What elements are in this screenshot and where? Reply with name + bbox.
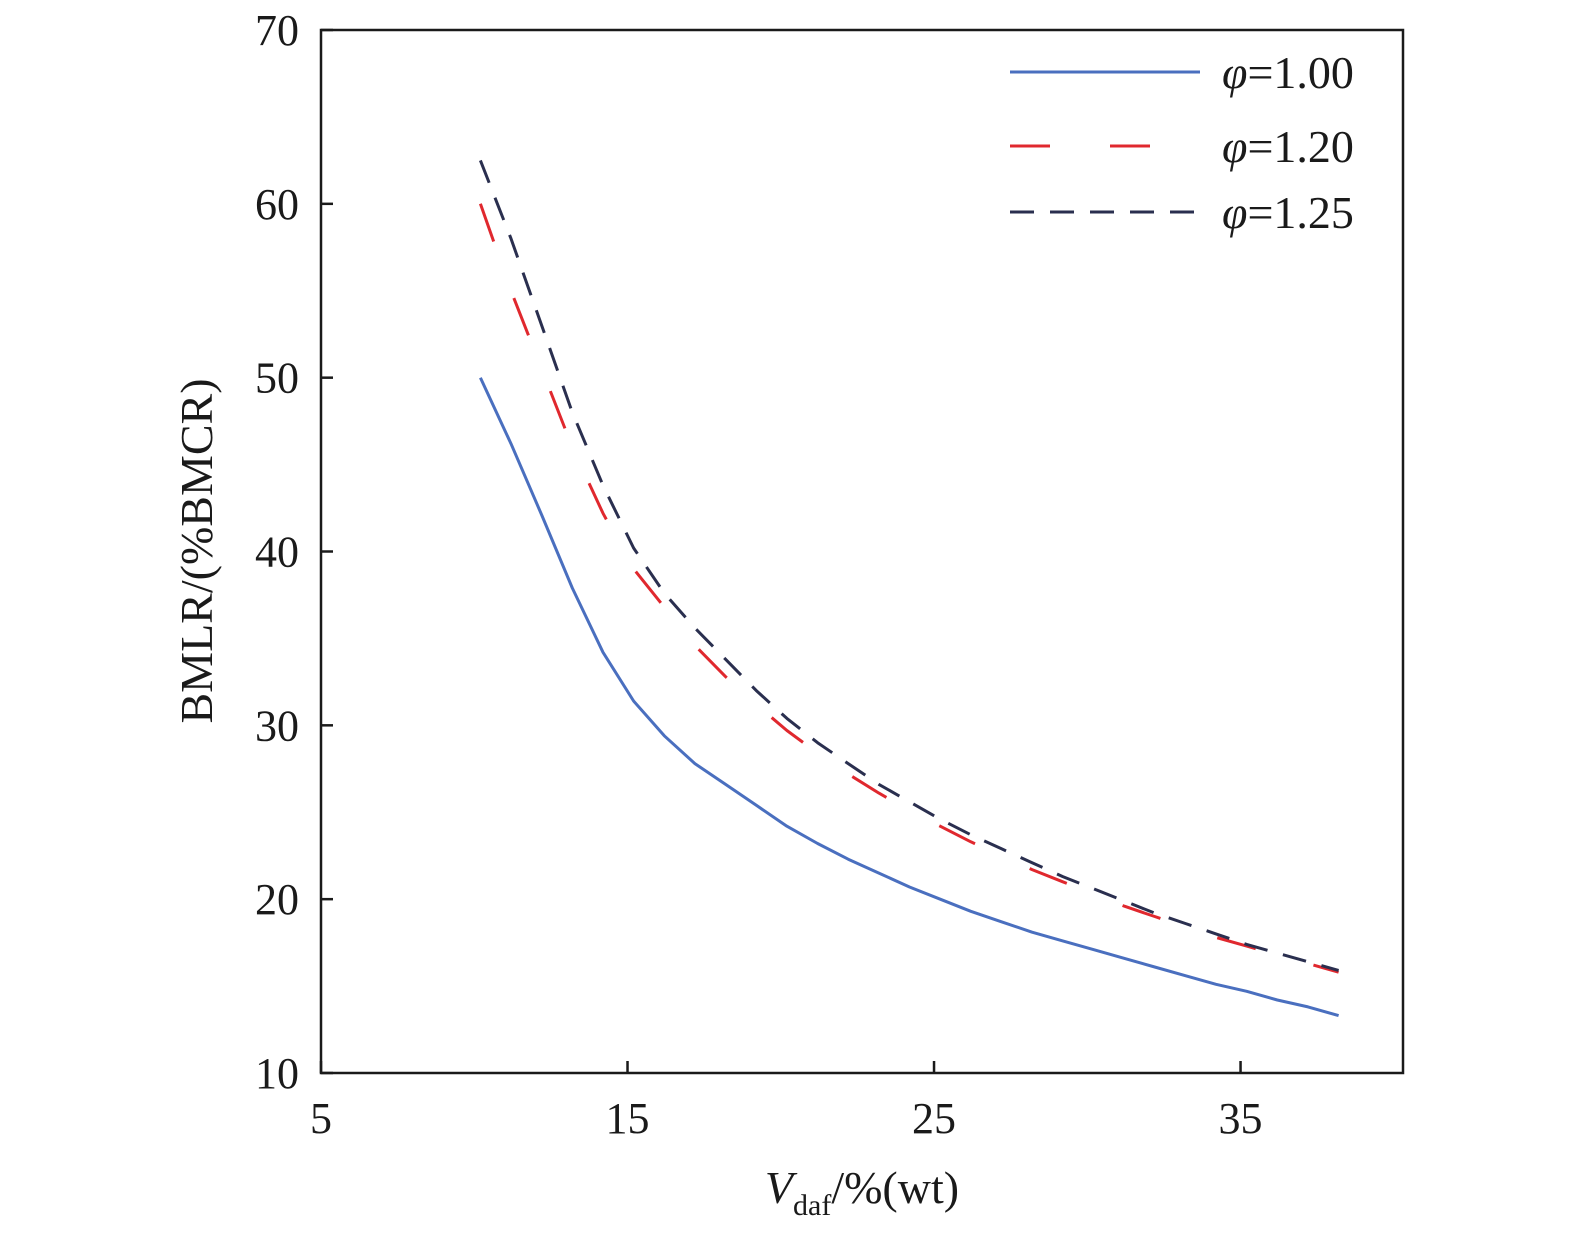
series-layer bbox=[478, 159, 1340, 1018]
tick-labels-layer: 5 15 25 35 10 20 30 40 50 60 70 bbox=[255, 6, 1263, 1143]
legend-label-1: φ=1.00 bbox=[1222, 47, 1354, 98]
y-tick-label: 30 bbox=[255, 701, 299, 750]
y-tick-label: 40 bbox=[255, 528, 299, 577]
y-tick-label: 70 bbox=[255, 6, 299, 55]
x-axis-title-main: V bbox=[765, 1162, 798, 1213]
series-line-3 bbox=[479, 159, 1340, 972]
y-tick-label: 20 bbox=[255, 875, 299, 924]
ticks-layer bbox=[319, 28, 1242, 1075]
series-line-2 bbox=[478, 203, 1340, 974]
x-tick-label: 25 bbox=[912, 1094, 956, 1143]
y-axis-title: BMLR/(%BMCR) bbox=[171, 378, 222, 723]
x-tick-label: 5 bbox=[310, 1094, 332, 1143]
y-tick-label: 10 bbox=[255, 1049, 299, 1098]
x-tick-label: 15 bbox=[606, 1094, 650, 1143]
x-tick-label: 35 bbox=[1219, 1094, 1263, 1143]
x-axis-title: Vdaf/%(wt) bbox=[765, 1162, 959, 1222]
legend: φ=1.00 φ=1.20 φ=1.25 bbox=[1010, 47, 1354, 238]
x-axis-title-sub: daf bbox=[793, 1189, 831, 1222]
y-tick-label: 60 bbox=[255, 180, 299, 229]
x-axis-title-rest: /%(wt) bbox=[831, 1162, 959, 1213]
legend-label-2: φ=1.20 bbox=[1222, 121, 1354, 172]
y-tick-label: 50 bbox=[255, 354, 299, 403]
series-line-1 bbox=[479, 377, 1340, 1018]
legend-label-3: φ=1.25 bbox=[1222, 187, 1354, 238]
